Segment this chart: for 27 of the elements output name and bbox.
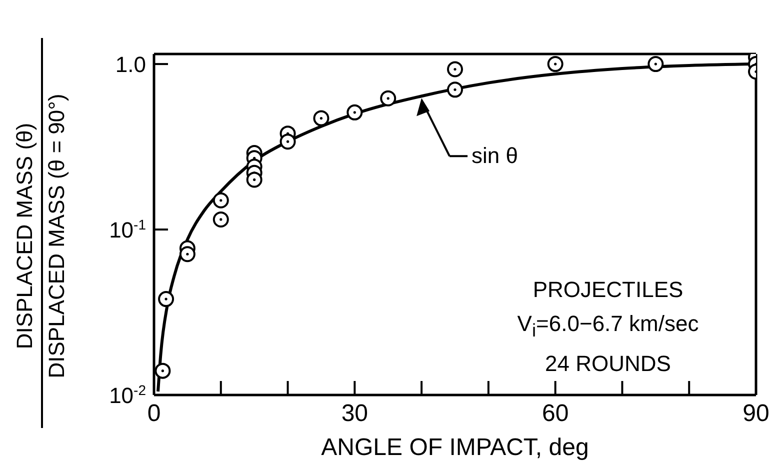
point — [313, 110, 330, 126]
point — [158, 291, 174, 308]
x-tick-label: 0 — [147, 400, 161, 427]
point — [447, 82, 463, 98]
annotation: sin θ — [472, 143, 518, 168]
y-axis-title: DISPLACED MASS (θ) DISPLACED MASS (θ = 90°) — [12, 94, 69, 378]
point — [648, 56, 664, 72]
point — [280, 134, 296, 150]
x-tick-label: 60 — [542, 400, 569, 427]
point — [212, 192, 229, 208]
annotation: V$_{i}$=6.0−6.7 km/sec — [516, 310, 700, 342]
point — [346, 104, 363, 120]
point — [447, 61, 463, 78]
point — [179, 246, 196, 262]
x-axis-title: ANGLE OF IMPACT, deg — [321, 434, 589, 461]
annotation: 24 ROUNDS — [544, 350, 672, 378]
x-tick-label: 30 — [341, 400, 368, 427]
point — [380, 90, 396, 106]
point — [246, 172, 262, 188]
y-tick-label: 1.0 — [115, 52, 146, 78]
point — [212, 211, 229, 228]
x-tick-label: 90 — [742, 400, 770, 427]
y-tick-label: 10$^{-1}$ — [109, 216, 146, 243]
annotation: PROJECTILES — [532, 276, 684, 304]
point — [154, 362, 171, 379]
y-tick-label: 10$^{-2}$ — [109, 382, 146, 408]
point — [547, 56, 564, 72]
